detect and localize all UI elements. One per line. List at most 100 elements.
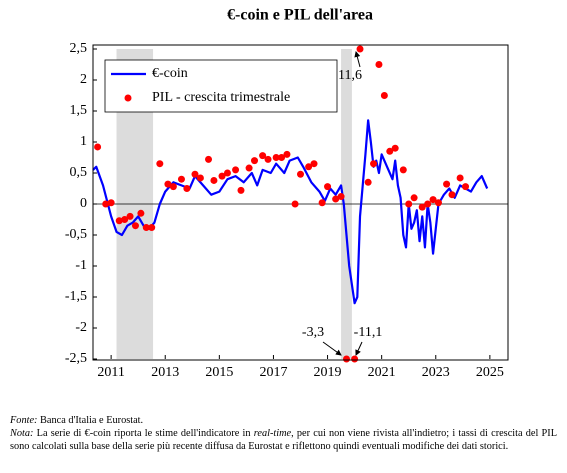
point [375,61,383,68]
point [297,170,304,178]
point [210,176,218,184]
point [115,217,123,225]
legend-label: PIL - crescita trimestrale [152,90,290,105]
point [121,216,129,223]
point [102,200,110,208]
y-tick-label: 0 [80,196,87,211]
note-text: , per cui non viene rivista all'indietro… [10,428,557,452]
x-tick-label: 2017 [259,365,287,380]
footer: Fonte: Banca d'Italia e Eurostat. Nota: … [10,414,557,453]
chart: €-coin e PIL dell'area 2,5 2 1,5 1 0,5 0 -0,5 -… [65,7,509,380]
x-tick-label: 2015 [205,365,233,380]
point [251,157,259,165]
y-tick-label: -2,5 [65,351,87,366]
point [324,183,332,191]
legend-box [104,59,338,113]
x-tick-label: 2019 [314,365,342,380]
point [429,196,437,204]
point [337,193,345,201]
y-tick-label: -1 [75,258,87,273]
point [272,154,280,161]
point [183,185,191,192]
point [259,152,267,160]
legend-label: €-coin [152,66,188,81]
annotation: -11,1 [354,325,383,340]
y-tick-label: 0,5 [70,165,88,180]
y-tick-label: -1,5 [65,289,87,304]
point [169,183,177,191]
source-label: Fonte: [10,415,38,426]
point [391,144,399,152]
point [356,45,364,53]
point [342,355,350,363]
point [456,174,464,182]
x-tick-label: 2023 [422,365,450,380]
y-tick-label: 2 [80,72,87,87]
x-tick-label: 2025 [476,365,504,380]
chart-title: €-coin e PIL dell'area [227,7,373,24]
annotation-arrow [355,341,363,356]
point [310,160,318,168]
x-tick-label: 2013 [151,365,179,380]
point [191,170,199,178]
point [223,169,231,177]
point [305,163,313,171]
point [462,183,470,191]
point [283,150,291,158]
point [148,224,156,232]
point [332,195,340,203]
point [424,200,432,208]
point [196,174,204,182]
point [318,199,326,207]
point [126,212,134,220]
point [142,224,150,232]
point [156,160,164,168]
point [264,155,272,163]
annotation-arrow [354,51,361,68]
point [443,180,451,188]
note-italic: real-time [253,428,292,439]
point [418,203,426,211]
point [410,194,418,202]
point [448,191,456,199]
point [386,147,394,155]
y-tick-label: 1,5 [70,103,88,118]
point [237,186,245,194]
point [405,200,413,208]
annotation: 11,6 [338,68,362,83]
point [137,209,145,217]
point [351,355,359,363]
point [131,222,139,230]
point [245,164,253,172]
point [205,155,213,163]
point [380,92,388,99]
point [232,166,240,174]
y-tick-label: 1 [80,134,87,149]
legend-swatch [124,94,132,102]
x-tick-label: 2021 [368,365,396,380]
x-tick-label: 2011 [97,365,124,380]
plot-frame [92,44,509,361]
source-text: Banca d'Italia e Eurostat. [40,415,144,426]
point [399,166,407,174]
point [177,175,185,183]
point [218,172,226,180]
annotation: -3,3 [302,325,324,340]
note: Nota: La serie di €-coin riporta le stim… [10,427,557,453]
note-label: Nota: [10,428,34,439]
annotation-arrow [322,341,342,356]
point [164,180,172,188]
point [107,199,115,207]
point [370,160,378,168]
source: Fonte: Banca d'Italia e Eurostat. [10,414,557,427]
y-tick-label: -0,5 [65,227,87,242]
y-tick-label: 2,5 [70,41,88,56]
point [291,200,299,208]
point [94,143,102,151]
y-tick-label: -2 [75,320,87,335]
note-text: La serie di €-coin riporta le stime dell… [36,428,251,439]
point [278,154,286,161]
point [434,199,442,207]
point [364,178,372,186]
